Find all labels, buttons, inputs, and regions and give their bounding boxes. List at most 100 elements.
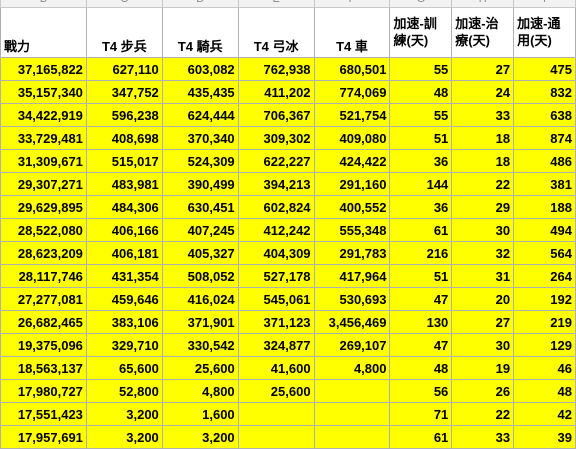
table-cell[interactable]: 416,024 <box>161 287 239 311</box>
header-power[interactable]: 戰力 <box>0 7 87 58</box>
table-cell[interactable]: 18 <box>451 126 515 150</box>
table-cell[interactable]: 264 <box>513 264 576 288</box>
table-cell[interactable]: 3,456,469 <box>313 310 391 334</box>
table-cell[interactable]: 17,551,423 <box>0 402 87 426</box>
table-cell[interactable]: 28,117,746 <box>0 264 87 288</box>
table-cell[interactable]: 4,800 <box>313 356 391 380</box>
table-cell[interactable]: 431,354 <box>85 264 163 288</box>
table-cell[interactable]: 515,017 <box>85 149 163 173</box>
column-letter[interactable]: D <box>161 0 239 8</box>
table-cell[interactable]: 706,367 <box>237 103 315 127</box>
table-cell[interactable]: 17,980,727 <box>0 379 87 403</box>
table-cell[interactable]: 39 <box>513 425 576 449</box>
table-cell[interactable]: 35,157,340 <box>0 80 87 104</box>
table-cell[interactable]: 309,302 <box>237 126 315 150</box>
table-cell[interactable]: 30 <box>451 218 515 242</box>
table-cell[interactable]: 624,444 <box>161 103 239 127</box>
header-t4-infantry[interactable]: T4 步兵 <box>85 7 163 58</box>
table-cell[interactable]: 29 <box>451 195 515 219</box>
table-cell[interactable]: 390,499 <box>161 172 239 196</box>
header-speedup-healing[interactable]: 加速-治療(天) <box>451 7 515 58</box>
table-cell[interactable]: 508,052 <box>161 264 239 288</box>
table-cell[interactable]: 61 <box>389 425 453 449</box>
table-cell[interactable]: 475 <box>513 57 576 81</box>
column-letter[interactable]: H <box>451 0 515 8</box>
table-cell[interactable] <box>313 425 391 449</box>
column-letter[interactable]: E <box>237 0 315 8</box>
table-cell[interactable]: 219 <box>513 310 576 334</box>
table-cell[interactable]: 774,069 <box>313 80 391 104</box>
table-cell[interactable]: 29,629,895 <box>0 195 87 219</box>
table-cell[interactable]: 381 <box>513 172 576 196</box>
table-cell[interactable]: 371,123 <box>237 310 315 334</box>
table-cell[interactable]: 28,522,080 <box>0 218 87 242</box>
table-cell[interactable]: 46 <box>513 356 576 380</box>
header-speedup-training[interactable]: 加速-訓練(天) <box>389 7 453 58</box>
table-cell[interactable]: 188 <box>513 195 576 219</box>
table-cell[interactable]: 29,307,271 <box>0 172 87 196</box>
table-cell[interactable]: 329,710 <box>85 333 163 357</box>
column-letter[interactable]: I <box>513 0 576 8</box>
table-cell[interactable]: 26 <box>451 379 515 403</box>
table-cell[interactable]: 383,106 <box>85 310 163 334</box>
table-cell[interactable]: 51 <box>389 126 453 150</box>
table-cell[interactable]: 417,964 <box>313 264 391 288</box>
table-cell[interactable]: 33 <box>451 103 515 127</box>
table-cell[interactable]: 27 <box>451 310 515 334</box>
table-cell[interactable]: 36 <box>389 195 453 219</box>
table-cell[interactable]: 192 <box>513 287 576 311</box>
table-cell[interactable]: 404,309 <box>237 241 315 265</box>
table-cell[interactable] <box>313 379 391 403</box>
table-cell[interactable]: 26,682,465 <box>0 310 87 334</box>
table-cell[interactable]: 18,563,137 <box>0 356 87 380</box>
table-cell[interactable]: 19 <box>451 356 515 380</box>
table-cell[interactable]: 521,754 <box>313 103 391 127</box>
table-cell[interactable]: 25,600 <box>237 379 315 403</box>
header-t4-archer[interactable]: T4 弓冰 <box>237 7 315 58</box>
table-cell[interactable]: 527,178 <box>237 264 315 288</box>
table-cell[interactable]: 347,752 <box>85 80 163 104</box>
table-cell[interactable]: 52,800 <box>85 379 163 403</box>
table-cell[interactable]: 19,375,096 <box>0 333 87 357</box>
table-cell[interactable]: 65,600 <box>85 356 163 380</box>
table-cell[interactable]: 459,646 <box>85 287 163 311</box>
table-cell[interactable]: 37,165,822 <box>0 57 87 81</box>
table-cell[interactable]: 3,200 <box>161 425 239 449</box>
table-cell[interactable]: 291,160 <box>313 172 391 196</box>
table-cell[interactable]: 55 <box>389 103 453 127</box>
table-cell[interactable]: 530,693 <box>313 287 391 311</box>
table-cell[interactable]: 409,080 <box>313 126 391 150</box>
table-cell[interactable]: 371,901 <box>161 310 239 334</box>
table-cell[interactable]: 484,306 <box>85 195 163 219</box>
table-cell[interactable]: 18 <box>451 149 515 173</box>
table-cell[interactable]: 22 <box>451 172 515 196</box>
table-cell[interactable]: 144 <box>389 172 453 196</box>
table-cell[interactable]: 330,542 <box>161 333 239 357</box>
table-cell[interactable] <box>237 425 315 449</box>
table-cell[interactable]: 20 <box>451 287 515 311</box>
table-cell[interactable]: 405,327 <box>161 241 239 265</box>
table-cell[interactable]: 486 <box>513 149 576 173</box>
table-cell[interactable]: 36 <box>389 149 453 173</box>
table-cell[interactable]: 61 <box>389 218 453 242</box>
column-letter[interactable]: F <box>313 0 391 8</box>
header-t4-siege[interactable]: T4 車 <box>313 7 391 58</box>
table-cell[interactable]: 48 <box>513 379 576 403</box>
table-cell[interactable]: 483,981 <box>85 172 163 196</box>
table-cell[interactable]: 48 <box>389 80 453 104</box>
column-letter[interactable]: C <box>85 0 163 8</box>
table-cell[interactable]: 406,166 <box>85 218 163 242</box>
table-cell[interactable]: 30 <box>451 333 515 357</box>
table-cell[interactable]: 832 <box>513 80 576 104</box>
table-cell[interactable]: 25,600 <box>161 356 239 380</box>
column-letter[interactable]: G <box>389 0 453 8</box>
table-cell[interactable]: 28,623,209 <box>0 241 87 265</box>
table-cell[interactable]: 31,309,671 <box>0 149 87 173</box>
table-cell[interactable]: 71 <box>389 402 453 426</box>
table-cell[interactable]: 762,938 <box>237 57 315 81</box>
table-cell[interactable]: 47 <box>389 333 453 357</box>
table-cell[interactable]: 22 <box>451 402 515 426</box>
table-cell[interactable]: 48 <box>389 356 453 380</box>
table-cell[interactable] <box>313 402 391 426</box>
table-cell[interactable]: 33 <box>451 425 515 449</box>
